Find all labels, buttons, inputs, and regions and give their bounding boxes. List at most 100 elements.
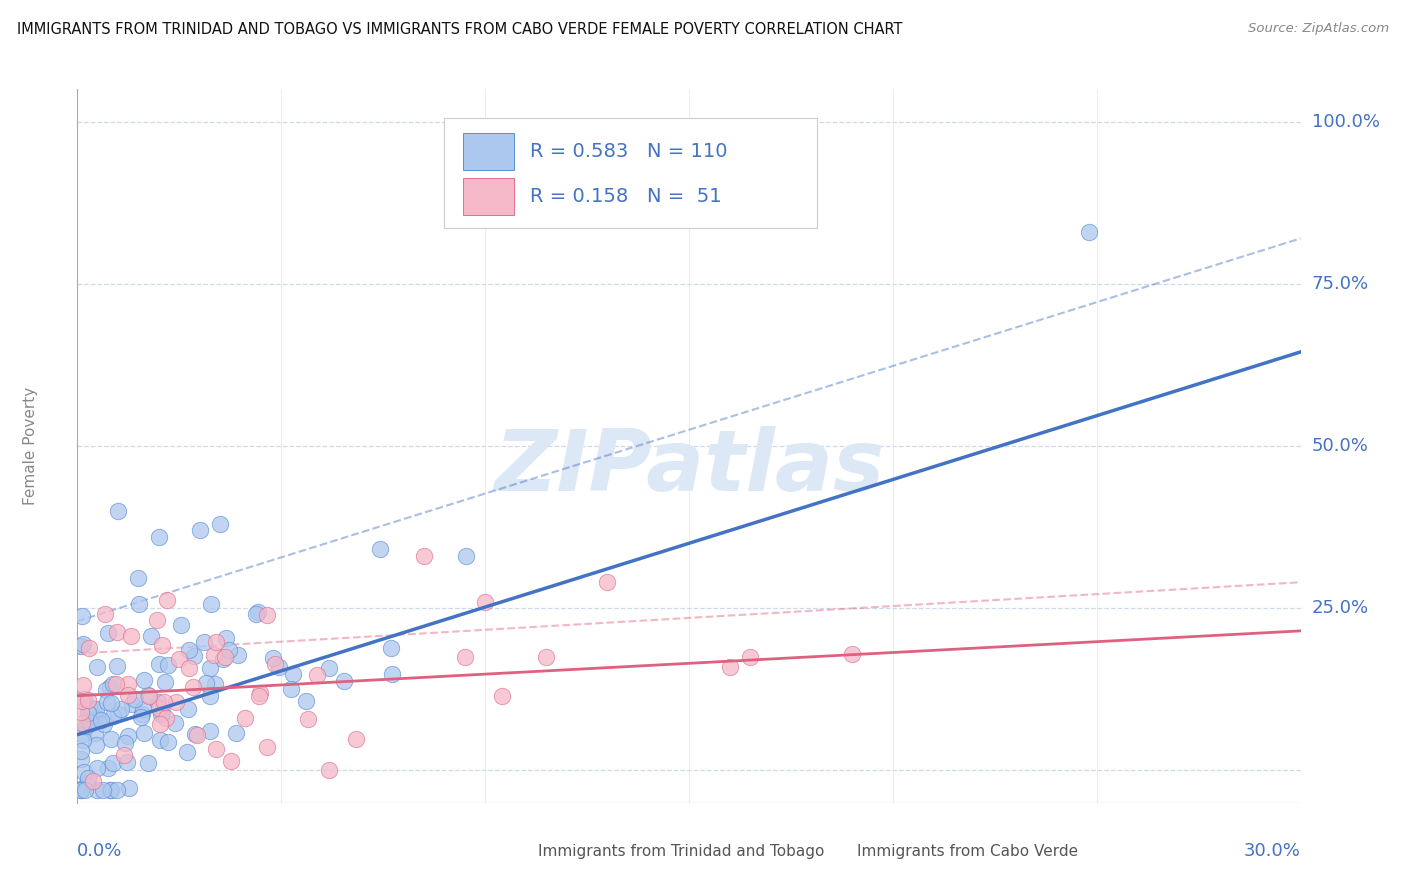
Point [127, 571, 149, 585]
Text: IMMIGRANTS FROM TRINIDAD AND TOBAGO VS IMMIGRANTS FROM CABO VERDE FEMALE POVERTY: IMMIGRANTS FROM TRINIDAD AND TOBAGO VS I… [17, 22, 903, 37]
Point [149, 732, 172, 747]
Point [474, 595, 496, 609]
Point [131, 706, 153, 721]
Point [150, 705, 173, 719]
Point [97, 626, 120, 640]
Point [381, 667, 404, 681]
Point [98, 680, 121, 694]
Text: 30.0%: 30.0% [1244, 842, 1301, 860]
Point [70, 639, 93, 653]
Point [208, 516, 231, 531]
Point [132, 673, 155, 688]
Point [73, 782, 96, 797]
Point [148, 657, 170, 672]
FancyBboxPatch shape [463, 133, 515, 169]
Point [200, 597, 222, 611]
Point [98, 782, 121, 797]
Text: 25.0%: 25.0% [1312, 599, 1369, 617]
Point [94, 607, 117, 621]
Point [318, 661, 340, 675]
Point [413, 549, 436, 564]
Point [177, 661, 200, 675]
Text: 0.0%: 0.0% [77, 842, 122, 860]
Point [100, 731, 122, 746]
Point [132, 701, 155, 715]
Point [148, 530, 170, 544]
Point [86, 660, 108, 674]
FancyBboxPatch shape [485, 835, 526, 868]
Point [107, 707, 129, 722]
Point [204, 741, 226, 756]
Point [118, 781, 141, 796]
Point [193, 635, 215, 649]
Point [245, 607, 267, 621]
Text: 50.0%: 50.0% [1312, 437, 1368, 455]
Point [157, 658, 180, 673]
Point [87, 712, 110, 726]
Point [155, 711, 177, 725]
FancyBboxPatch shape [803, 835, 844, 868]
Point [100, 782, 122, 797]
Point [256, 739, 278, 754]
Point [841, 647, 863, 661]
Point [128, 598, 150, 612]
Point [280, 681, 302, 696]
Point [70, 782, 93, 797]
Point [70, 782, 93, 797]
Point [177, 701, 200, 715]
Point [153, 695, 176, 709]
Point [91, 782, 114, 797]
Text: R = 0.158   N =  51: R = 0.158 N = 51 [530, 186, 721, 206]
Point [346, 731, 368, 746]
Point [146, 614, 169, 628]
Point [76, 706, 98, 720]
Point [221, 754, 243, 768]
Point [76, 776, 98, 790]
Point [77, 715, 100, 730]
Point [70, 693, 93, 707]
Point [84, 726, 107, 740]
Point [233, 711, 256, 725]
Point [198, 724, 221, 739]
Point [76, 693, 98, 707]
Point [117, 677, 139, 691]
Point [72, 733, 94, 747]
Point [204, 676, 226, 690]
Point [318, 764, 340, 778]
Point [73, 765, 96, 780]
Point [97, 761, 120, 775]
Point [718, 659, 741, 673]
Point [107, 504, 129, 518]
Point [150, 638, 173, 652]
Point [129, 709, 152, 723]
Text: R = 0.583   N = 110: R = 0.583 N = 110 [530, 142, 727, 161]
Point [83, 712, 105, 726]
Point [105, 782, 128, 797]
Point [281, 666, 304, 681]
Point [740, 649, 762, 664]
Point [84, 702, 107, 716]
Point [198, 689, 221, 703]
Point [453, 649, 475, 664]
Point [72, 678, 94, 692]
Point [333, 673, 356, 688]
Point [188, 524, 211, 538]
Point [132, 725, 155, 739]
Text: Immigrants from Trinidad and Tobago: Immigrants from Trinidad and Tobago [538, 844, 825, 859]
Point [225, 725, 247, 739]
Point [183, 726, 205, 740]
Point [72, 637, 94, 651]
Point [246, 606, 269, 620]
Point [214, 631, 236, 645]
Text: 100.0%: 100.0% [1312, 112, 1379, 130]
Point [186, 728, 208, 742]
Point [297, 712, 319, 726]
Point [77, 640, 100, 655]
Text: Immigrants from Cabo Verde: Immigrants from Cabo Verde [856, 844, 1077, 859]
Point [146, 696, 169, 710]
Point [77, 771, 100, 785]
Point [80, 708, 103, 723]
Point [70, 752, 93, 766]
Point [211, 652, 233, 666]
Point [105, 658, 128, 673]
